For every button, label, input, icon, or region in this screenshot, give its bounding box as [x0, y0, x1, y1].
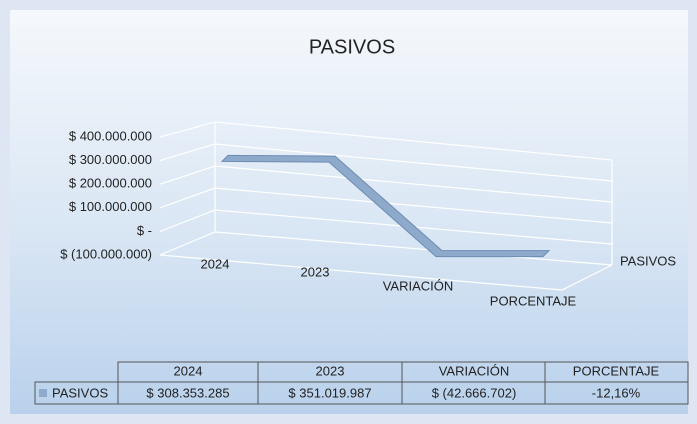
y-tick-label: $ (100.000.000) [60, 246, 152, 261]
x-tick-label: 2024 [201, 256, 230, 271]
grid-line [159, 165, 613, 203]
table-value: $ 351.019.987 [288, 385, 371, 400]
legend-label: PASIVOS [52, 385, 108, 400]
chart-title: PASIVOS [309, 36, 395, 58]
grid-line [159, 143, 613, 182]
table-row [34, 381, 689, 405]
y-tick-label: $ 200.000.000 [69, 176, 152, 191]
data-table: PASIVOS [34, 361, 689, 405]
x-tick-label: 2023 [301, 264, 330, 279]
y-tick-label: $ - [137, 223, 152, 238]
table-value: -12,16% [592, 385, 641, 400]
grid-line [159, 209, 613, 245]
grid-line [159, 121, 613, 161]
floor-edge [159, 254, 613, 291]
table-header-label: 2024 [174, 363, 203, 378]
depth-axis-label: PASIVOS [620, 253, 676, 268]
x-tick-label: PORCENTAJE [490, 293, 577, 308]
chart-area [10, 10, 688, 414]
y-tick-label: $ 400.000.000 [69, 128, 152, 143]
y-tick-label: $ 300.000.000 [69, 152, 152, 167]
legend-key [39, 389, 47, 397]
x-tick-label: VARIACIÓN [383, 278, 454, 293]
table-value: $ (42.666.702) [432, 385, 517, 400]
table-header-label: PORCENTAJE [573, 363, 660, 378]
table-header-label: VARIACIÓN [439, 363, 510, 378]
line-ribbon [220, 154, 551, 258]
table-value: $ 308.353.285 [146, 385, 229, 400]
table-header-label: 2023 [316, 363, 345, 378]
grid-line [159, 187, 613, 224]
y-tick-label: $ 100.000.000 [69, 199, 152, 214]
